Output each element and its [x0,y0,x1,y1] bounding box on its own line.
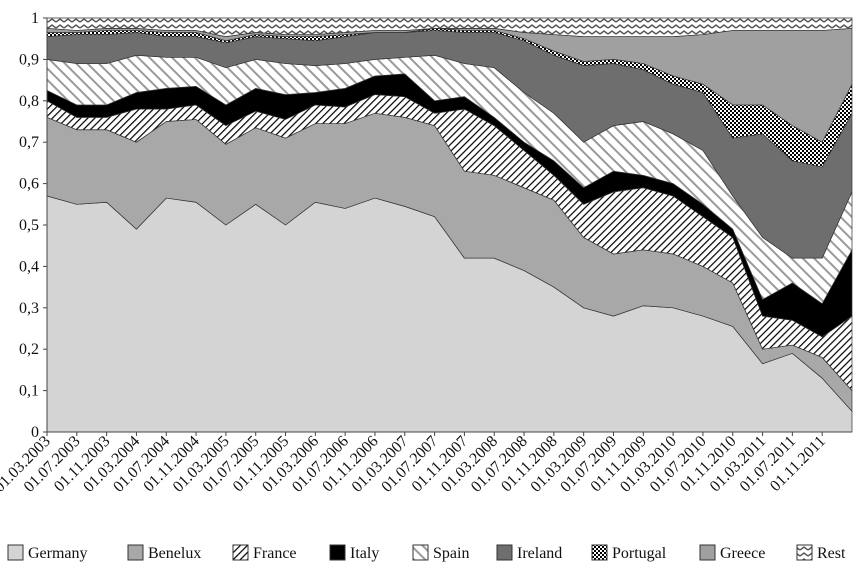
y-tick-label: 0,6 [19,176,39,193]
y-tick-label: 0,2 [19,341,39,358]
legend-label: Spain [433,545,469,562]
legend-swatch [232,544,249,561]
legend-swatch [699,544,716,561]
legend-swatch [412,544,429,561]
areas [46,17,853,433]
legend-label: France [253,545,297,562]
legend-label: Italy [350,545,379,562]
legend-swatch [329,544,346,561]
legend-swatch [127,544,144,561]
y-tick-label: 0,7 [19,134,39,151]
legend-label: Benelux [148,545,201,562]
legend-label: Ireland [517,545,562,562]
legend-label: Greece [720,545,765,562]
legend-swatch [591,544,608,561]
y-tick-label: 0,8 [19,93,39,110]
y-tick-label: 0,9 [19,51,39,68]
legend-swatch [7,544,24,561]
legend-label: Germany [28,545,88,562]
legend-swatch [496,544,513,561]
y-tick-label: 0 [31,424,39,441]
legend-label: Portugal [612,545,667,562]
y-tick-label: 0,4 [19,258,39,275]
y-tick-label: 0,1 [19,383,39,400]
y-tick-label: 1 [31,10,39,27]
legend-swatch [796,544,813,561]
y-tick-label: 0,3 [19,300,39,317]
area [46,17,853,37]
y-tick-label: 0,5 [19,217,39,234]
legend-label: Rest [817,545,846,562]
